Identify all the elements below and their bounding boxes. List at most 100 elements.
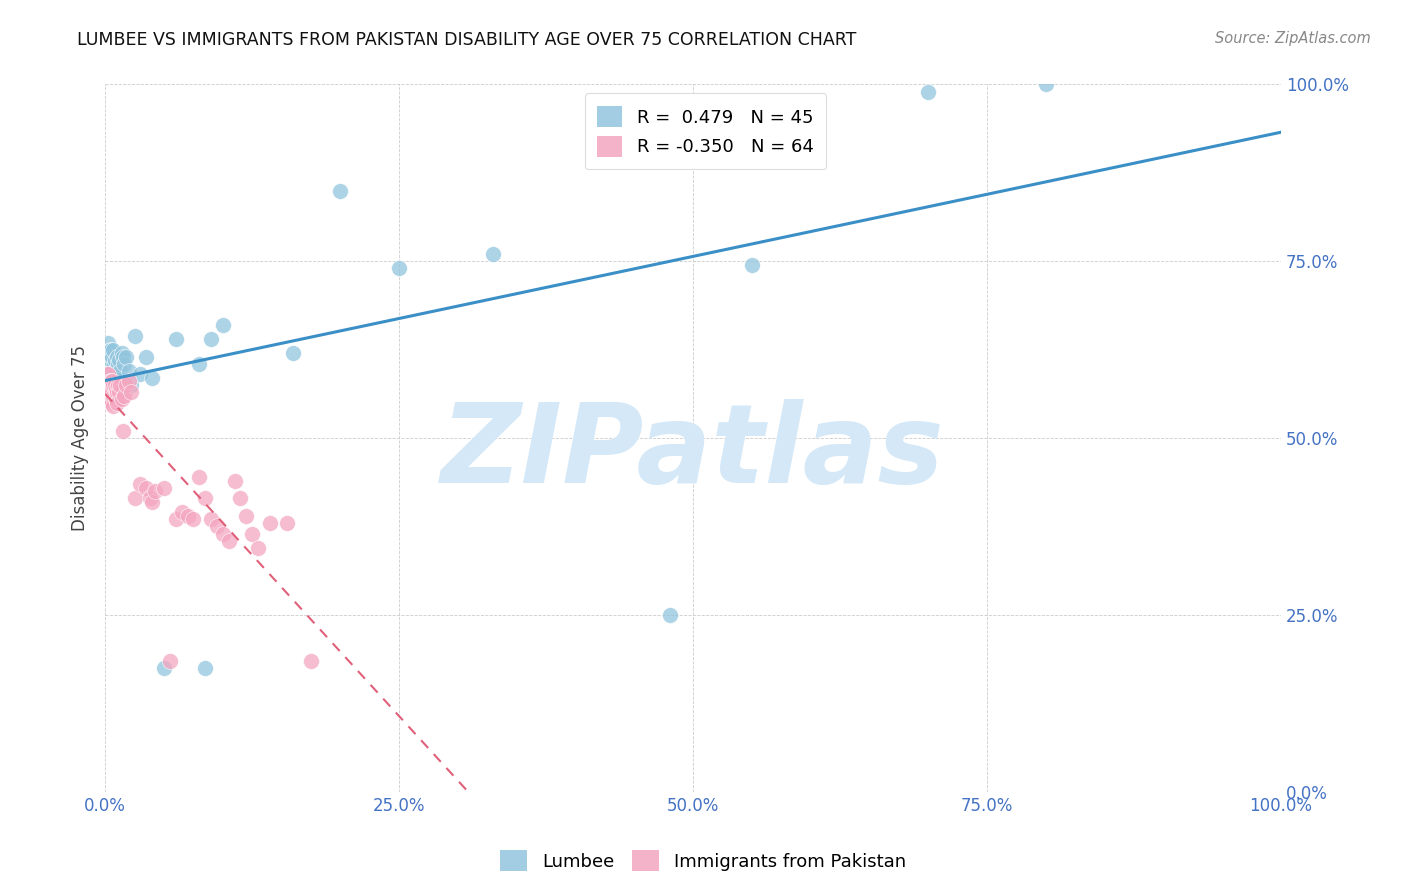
- Point: [103, 399, 125, 413]
- Point: [111, 392, 134, 407]
- Point: [104, 389, 127, 403]
- Point: [97, 335, 120, 350]
- Point: [108, 385, 131, 400]
- Point: [658, 607, 681, 622]
- Point: [188, 357, 211, 371]
- Point: [111, 424, 134, 438]
- Point: [115, 378, 138, 392]
- Point: [97, 346, 120, 360]
- Point: [112, 357, 135, 371]
- Point: [98, 375, 121, 389]
- Point: [104, 392, 127, 407]
- Point: [141, 371, 163, 385]
- Point: [104, 364, 127, 378]
- Point: [143, 484, 166, 499]
- Point: [103, 378, 125, 392]
- Point: [218, 533, 240, 548]
- Point: [200, 512, 222, 526]
- Point: [139, 491, 162, 506]
- Point: [107, 357, 129, 371]
- Point: [105, 350, 128, 364]
- Point: [104, 353, 127, 368]
- Point: [101, 350, 124, 364]
- Point: [259, 516, 281, 530]
- Point: [129, 368, 152, 382]
- Point: [247, 541, 270, 555]
- Point: [183, 512, 205, 526]
- Point: [240, 526, 263, 541]
- Point: [101, 375, 124, 389]
- Point: [388, 261, 411, 276]
- Point: [104, 378, 127, 392]
- Point: [97, 389, 120, 403]
- Point: [96, 385, 118, 400]
- Point: [165, 512, 187, 526]
- Point: [135, 350, 157, 364]
- Point: [111, 346, 134, 360]
- Point: [165, 332, 187, 346]
- Point: [299, 654, 322, 668]
- Point: [329, 184, 352, 198]
- Point: [229, 491, 252, 506]
- Point: [96, 378, 118, 392]
- Point: [103, 360, 125, 375]
- Point: [211, 526, 233, 541]
- Point: [141, 494, 163, 508]
- Legend: R =  0.479   N = 45, R = -0.350   N = 64: R = 0.479 N = 45, R = -0.350 N = 64: [585, 94, 827, 169]
- Point: [129, 477, 152, 491]
- Point: [159, 654, 181, 668]
- Point: [205, 519, 228, 533]
- Point: [153, 661, 176, 675]
- Point: [100, 375, 122, 389]
- Point: [170, 505, 193, 519]
- Point: [103, 343, 125, 357]
- Point: [104, 382, 127, 396]
- Point: [283, 346, 305, 360]
- Point: [104, 368, 127, 382]
- Point: [741, 258, 763, 272]
- Point: [105, 385, 128, 400]
- Point: [188, 470, 211, 484]
- Point: [103, 389, 125, 403]
- Text: Source: ZipAtlas.com: Source: ZipAtlas.com: [1215, 31, 1371, 46]
- Point: [194, 491, 217, 506]
- Point: [110, 364, 132, 378]
- Point: [482, 247, 505, 261]
- Point: [98, 343, 121, 357]
- Point: [96, 364, 118, 378]
- Point: [96, 368, 118, 382]
- Point: [97, 350, 120, 364]
- Point: [111, 350, 134, 364]
- Point: [176, 508, 198, 523]
- Point: [100, 392, 122, 407]
- Point: [124, 491, 146, 506]
- Point: [97, 368, 120, 382]
- Point: [98, 385, 121, 400]
- Point: [118, 364, 141, 378]
- Point: [98, 353, 121, 368]
- Point: [153, 481, 176, 495]
- Point: [98, 392, 121, 407]
- Point: [112, 389, 135, 403]
- Point: [100, 343, 122, 357]
- Point: [200, 332, 222, 346]
- Point: [101, 395, 124, 409]
- Point: [135, 481, 157, 495]
- Point: [108, 353, 131, 368]
- Point: [100, 360, 122, 375]
- Point: [105, 395, 128, 409]
- Point: [1035, 78, 1057, 92]
- Point: [124, 328, 146, 343]
- Point: [97, 392, 120, 407]
- Point: [115, 350, 138, 364]
- Point: [97, 378, 120, 392]
- Point: [194, 661, 217, 675]
- Point: [235, 508, 257, 523]
- Point: [97, 382, 120, 396]
- Point: [97, 378, 120, 392]
- Point: [211, 318, 233, 332]
- Point: [120, 385, 142, 400]
- Point: [110, 378, 132, 392]
- Point: [97, 368, 120, 382]
- Point: [98, 378, 121, 392]
